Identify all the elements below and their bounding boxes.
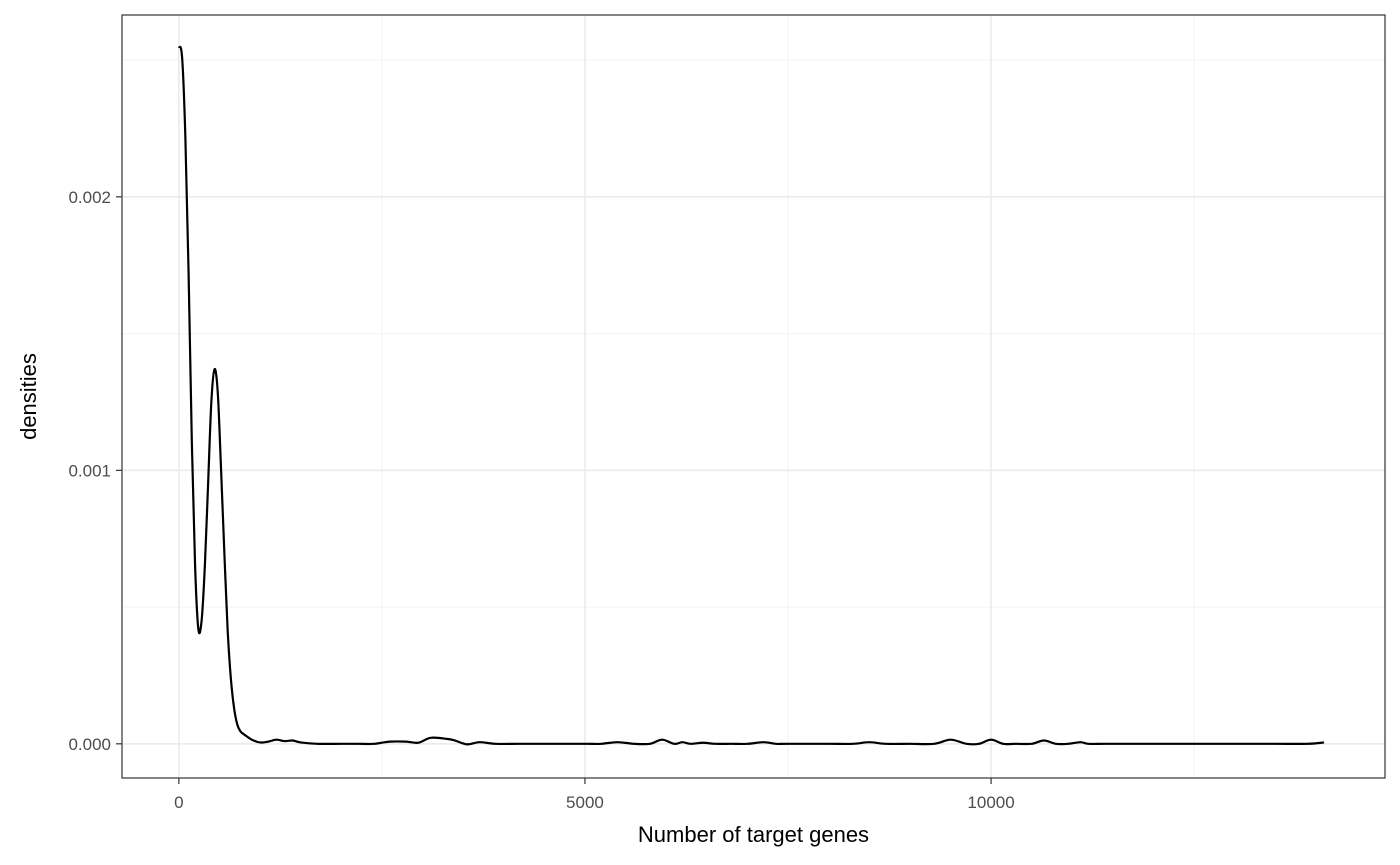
y-tick-label: 0.002 xyxy=(68,188,111,207)
panel-border xyxy=(121,14,1386,779)
density-curve xyxy=(177,45,1325,746)
y-axis-title: densities xyxy=(16,353,41,440)
y-tick-label: 0.000 xyxy=(68,735,111,754)
y-axis: 0.000 0.001 0.002 xyxy=(68,188,122,754)
x-tick-label: 0 xyxy=(174,793,183,812)
x-tick-label: 5000 xyxy=(566,793,604,812)
panel-background xyxy=(122,15,1385,778)
y-tick-label: 0.001 xyxy=(68,461,111,480)
minor-gridlines xyxy=(122,15,1385,778)
x-axis: 0 5000 10000 xyxy=(174,778,1015,812)
x-tick-label: 10000 xyxy=(967,793,1014,812)
x-axis-title: Number of target genes xyxy=(638,822,869,847)
